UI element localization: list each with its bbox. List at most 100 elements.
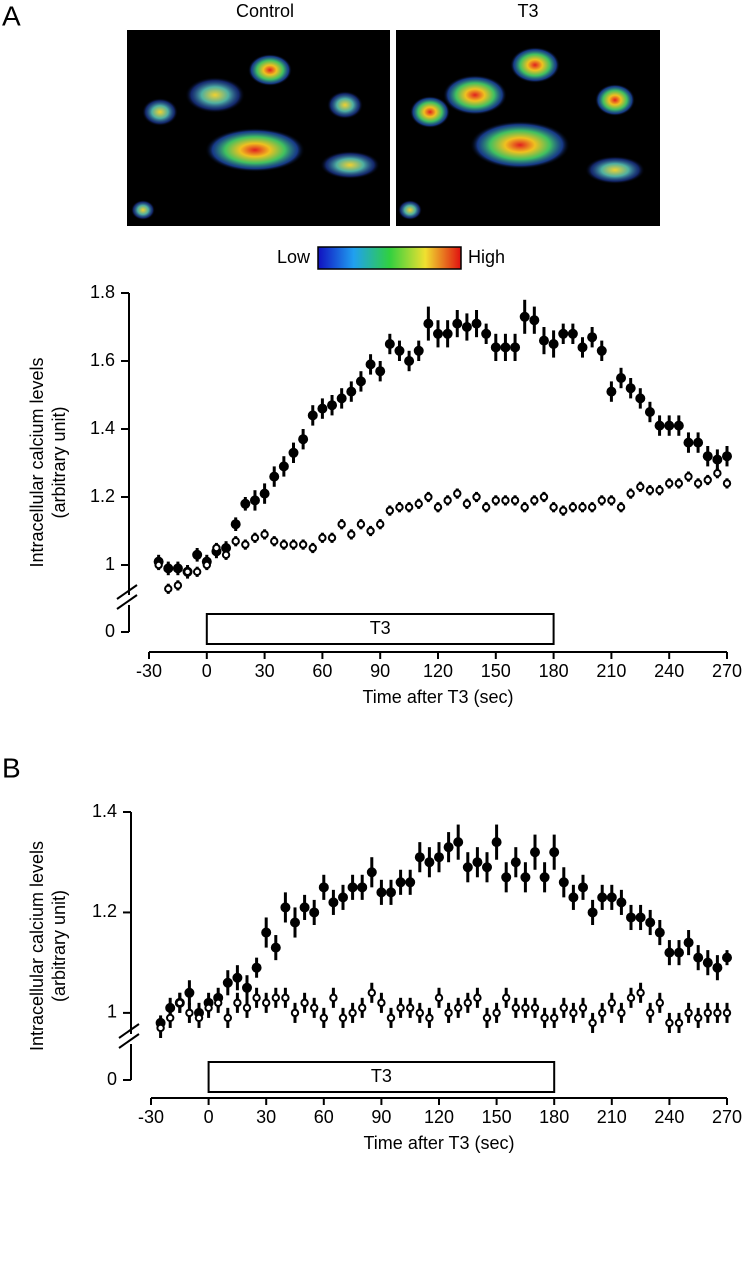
- open-point: [607, 998, 616, 1008]
- x-tick-label: 30: [255, 661, 275, 681]
- open-point: [318, 533, 327, 542]
- filled-point: [712, 454, 723, 465]
- filled-point: [395, 877, 406, 888]
- x-tick-label: 180: [539, 1107, 569, 1127]
- open-point: [636, 988, 645, 997]
- filled-point: [481, 328, 492, 339]
- x-tick-label: 30: [256, 1107, 276, 1127]
- open-point: [646, 1008, 655, 1018]
- open-point: [502, 993, 511, 1003]
- filled-point: [548, 339, 559, 349]
- open-point: [192, 567, 202, 576]
- control-image: [127, 30, 390, 226]
- filled-point: [596, 345, 607, 356]
- filled-point: [261, 927, 272, 938]
- x-tick-label: 210: [596, 661, 626, 681]
- y-axis-label: (arbitrary unit): [49, 890, 69, 1002]
- filled-point: [413, 345, 424, 356]
- filled-point: [520, 872, 531, 883]
- open-point: [204, 1003, 213, 1013]
- cell: [205, 128, 305, 172]
- open-point: [298, 540, 308, 549]
- cell: [142, 98, 178, 126]
- filled-point: [375, 366, 386, 377]
- filled-point: [616, 373, 627, 383]
- x-tick-label: 120: [424, 1107, 454, 1127]
- filled-point: [693, 952, 704, 963]
- open-point: [693, 479, 703, 488]
- open-point: [636, 482, 645, 491]
- filled-point: [299, 902, 310, 913]
- y-tick-label: 1.8: [90, 282, 115, 302]
- open-point: [539, 492, 549, 502]
- filled-point: [674, 947, 684, 958]
- panel-label: B: [2, 752, 21, 783]
- filled-point: [357, 882, 368, 893]
- filled-point: [249, 495, 260, 506]
- x-tick-label: 270: [712, 1107, 742, 1127]
- open-point: [250, 533, 260, 542]
- open-point: [540, 1013, 549, 1023]
- open-point: [626, 993, 636, 1003]
- filled-point: [501, 872, 512, 883]
- filled-point: [712, 962, 723, 973]
- filled-point: [538, 335, 549, 346]
- open-point: [386, 1013, 396, 1023]
- open-point: [501, 496, 510, 505]
- cell: [185, 77, 245, 113]
- filled-point: [355, 376, 366, 387]
- open-point: [665, 1018, 674, 1028]
- filled-point: [578, 882, 588, 893]
- open-point: [578, 503, 587, 512]
- open-point: [214, 998, 223, 1008]
- filled-point: [491, 837, 502, 848]
- filled-point: [414, 852, 425, 863]
- filled-point: [519, 311, 530, 322]
- filled-point: [251, 962, 262, 973]
- x-tick-label: 0: [204, 1107, 214, 1127]
- open-point: [481, 503, 491, 512]
- open-point: [521, 1003, 530, 1013]
- filled-point: [529, 315, 540, 326]
- cell: [410, 96, 450, 128]
- x-tick-label: 120: [423, 661, 453, 681]
- filled-point: [376, 887, 387, 898]
- open-point: [154, 560, 163, 570]
- axis-break: [116, 594, 138, 610]
- open-point: [281, 993, 290, 1003]
- open-point: [530, 496, 539, 505]
- open-point: [395, 503, 404, 512]
- filled-point: [452, 318, 463, 329]
- x-tick-label: 210: [597, 1107, 627, 1127]
- filled-point: [278, 461, 289, 472]
- filled-point: [327, 400, 338, 411]
- y-tick-label: 1: [105, 554, 115, 574]
- open-point: [559, 1003, 568, 1013]
- filled-point: [702, 451, 713, 462]
- cell: [470, 121, 570, 169]
- open-point: [166, 1013, 175, 1023]
- filled-point: [434, 852, 444, 863]
- open-point: [607, 496, 616, 505]
- open-point: [233, 998, 242, 1008]
- open-point: [597, 496, 606, 505]
- filled-point: [635, 393, 646, 404]
- filled-point: [307, 410, 318, 421]
- open-point: [550, 1013, 559, 1023]
- filled-point: [693, 437, 704, 448]
- cell: [595, 84, 635, 116]
- y-axis-label: Intracellular calcium levels: [27, 357, 47, 567]
- filled-point: [654, 420, 665, 431]
- open-point: [684, 1008, 693, 1018]
- open-point: [492, 1008, 501, 1018]
- filled-point: [442, 328, 453, 339]
- filled-point: [500, 342, 511, 353]
- open-point: [463, 998, 472, 1008]
- open-point: [279, 540, 289, 549]
- cell: [248, 54, 292, 86]
- open-point: [377, 998, 386, 1008]
- filled-point: [510, 342, 521, 353]
- x-tick-label: 60: [314, 1107, 334, 1127]
- filled-point: [645, 917, 656, 928]
